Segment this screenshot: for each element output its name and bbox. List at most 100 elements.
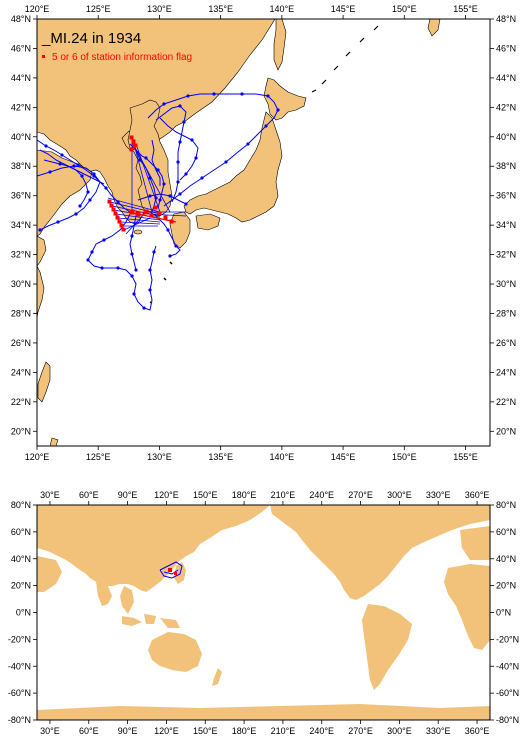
global-xtick-label-bottom: 30°E xyxy=(40,726,60,736)
regional-xtick-label-top: 145°E xyxy=(331,4,356,14)
india xyxy=(96,582,112,606)
track-yellow-sea-north xyxy=(37,165,101,231)
regional-xtick-label-bottom: 155°E xyxy=(453,452,478,462)
regional-map-ticks: 120°E 120°E 125°E 125°E 130°E 130°E 135°E 135°E… xyxy=(11,4,516,462)
regional-ytick-label-right: 36°N xyxy=(496,191,516,201)
hainan-edge xyxy=(49,437,59,446)
taiwan xyxy=(37,361,51,403)
global-xtick-label-top: 360°E xyxy=(465,490,490,500)
legend-label: 5 or 6 of station information flag xyxy=(52,52,192,63)
kuril-islands xyxy=(311,25,379,93)
regional-ytick-label-right: 20°N xyxy=(496,426,516,436)
global-xtick-label-bottom: 150°E xyxy=(193,726,218,736)
regional-xtick-label-bottom: 145°E xyxy=(331,452,356,462)
legend-marker xyxy=(42,55,45,58)
flagged-stations xyxy=(107,135,177,232)
regional-xtick-label-bottom: 125°E xyxy=(86,452,111,462)
global-xtick-label-top: 300°E xyxy=(387,490,412,500)
australia xyxy=(148,632,202,672)
regional-ytick-label-right: 48°N xyxy=(496,14,516,24)
greenland xyxy=(432,505,470,524)
new-zealand xyxy=(212,668,222,686)
global-ytick-label-right: 40°N xyxy=(496,554,516,564)
global-track xyxy=(159,561,183,579)
global-ytick-label-left: -60°N xyxy=(8,688,31,698)
regional-ytick-label-right: 44°N xyxy=(496,73,516,83)
global-ytick-label-left: -20°N xyxy=(8,634,31,644)
global-map-ticks: 30°E 30°E 60°E 60°E 90°E 90°E 120°E 120°E 150°E 1… xyxy=(8,490,519,736)
global-ytick-label-right: 80°N xyxy=(496,500,516,510)
arabia xyxy=(37,556,62,592)
regional-ytick-label-left: 32°N xyxy=(11,250,31,260)
track-korea-east-inner xyxy=(151,139,161,186)
regional-ytick-label-left: 28°N xyxy=(11,308,31,318)
sakhalin xyxy=(273,19,287,71)
regional-xtick-label-bottom: 150°E xyxy=(392,452,417,462)
north-america xyxy=(270,505,490,600)
global-xtick-label-top: 30°E xyxy=(40,490,60,500)
global-ytick-label-left: -40°N xyxy=(8,661,31,671)
global-xtick-label-bottom: 210°E xyxy=(271,726,296,736)
jeju xyxy=(133,229,143,235)
regional-map-land xyxy=(37,19,441,446)
indonesia xyxy=(122,614,180,628)
eurasia xyxy=(37,505,270,592)
regional-xtick-label-top: 130°E xyxy=(147,4,172,14)
regional-map-frame xyxy=(36,18,491,447)
regional-xtick-label-top: 150°E xyxy=(392,4,417,14)
kamchatka-tip xyxy=(427,19,441,37)
global-ytick-label-right: 60°N xyxy=(496,527,516,537)
global-ytick-label-left: -80°N xyxy=(8,715,31,725)
regional-ytick-label-left: 26°N xyxy=(11,338,31,348)
regional-ytick-label-left: 38°N xyxy=(11,161,31,171)
global-map-land xyxy=(37,505,490,720)
kyushu xyxy=(169,211,191,249)
global-xtick-label-bottom: 240°E xyxy=(309,726,334,736)
global-ytick-label-right: 0°N xyxy=(496,608,511,618)
track-west-inner xyxy=(43,159,89,207)
regional-ytick-label-right: 32°N xyxy=(496,250,516,260)
global-xtick-label-bottom: 90°E xyxy=(118,726,138,736)
regional-xtick-label-top: 125°E xyxy=(86,4,111,14)
global-ytick-label-right: -60°N xyxy=(496,688,519,698)
regional-ytick-label-right: 40°N xyxy=(496,132,516,142)
global-map: 30°E 30°E 60°E 60°E 90°E 90°E 120°E 120°E 150°E 1… xyxy=(8,490,519,736)
global-xtick-label-top: 180°E xyxy=(232,490,257,500)
regional-xtick-label-bottom: 120°E xyxy=(25,452,50,462)
global-xtick-label-top: 150°E xyxy=(193,490,218,500)
map-title: _MI.24 in 1934 xyxy=(41,30,141,47)
regional-ytick-label-right: 38°N xyxy=(496,161,516,171)
global-ytick-label-right: -40°N xyxy=(496,661,519,671)
global-xtick-label-top: 330°E xyxy=(426,490,451,500)
regional-ytick-label-left: 24°N xyxy=(11,367,31,377)
regional-ytick-label-left: 20°N xyxy=(11,426,31,436)
track-points xyxy=(38,92,280,310)
track-japan-sea xyxy=(155,105,187,203)
regional-ytick-label-left: 48°N xyxy=(11,14,31,24)
regional-map: 120°E 120°E 125°E 125°E 130°E 130°E 135°E 135°E… xyxy=(11,4,516,462)
regional-xtick-label-top: 120°E xyxy=(25,4,50,14)
regional-ytick-label-left: 42°N xyxy=(11,102,31,112)
antarctica xyxy=(37,704,490,720)
regional-ytick-label-right: 28°N xyxy=(496,308,516,318)
regional-ytick-label-right: 22°N xyxy=(496,397,516,407)
global-ytick-label-left: 20°N xyxy=(11,581,31,591)
global-xtick-label-bottom: 270°E xyxy=(348,726,373,736)
global-xtick-label-bottom: 120°E xyxy=(154,726,179,736)
global-ytick-label-left: 80°N xyxy=(11,500,31,510)
global-xtick-label-bottom: 330°E xyxy=(426,726,451,736)
indochina xyxy=(120,586,134,614)
regional-xtick-label-bottom: 135°E xyxy=(208,452,233,462)
global-xtick-label-bottom: 180°E xyxy=(232,726,257,736)
global-xtick-label-bottom: 360°E xyxy=(465,726,490,736)
regional-xtick-label-top: 155°E xyxy=(453,4,478,14)
regional-ytick-label-left: 46°N xyxy=(11,43,31,53)
regional-ytick-label-left: 36°N xyxy=(11,191,31,201)
regional-ytick-label-right: 24°N xyxy=(496,367,516,377)
global-ytick-label-right: -20°N xyxy=(496,634,519,644)
global-xtick-label-top: 210°E xyxy=(271,490,296,500)
global-xtick-label-bottom: 300°E xyxy=(387,726,412,736)
africa xyxy=(444,564,490,650)
global-xtick-label-top: 60°E xyxy=(79,490,99,500)
